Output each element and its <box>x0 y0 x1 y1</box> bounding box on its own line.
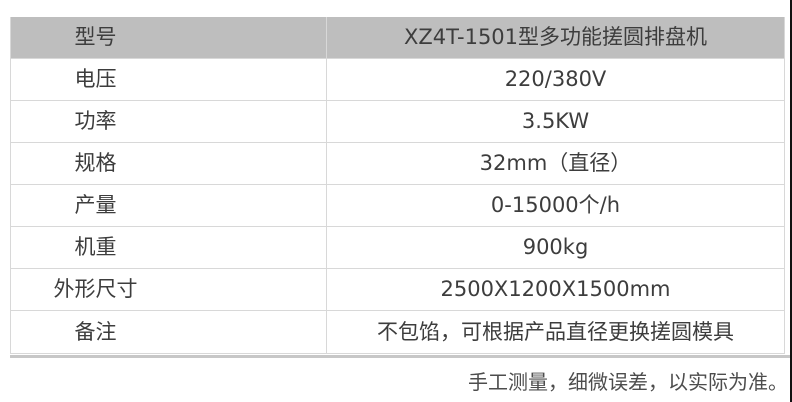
row-value-cell: 32mm（直径） <box>326 143 784 184</box>
table-row: 机重 900kg <box>11 227 784 269</box>
row-label-cell: 备注 <box>74 319 117 344</box>
row-value-cell: 0-15000个/h <box>326 185 784 226</box>
row-label-cell: 电压 <box>74 67 117 91</box>
table-bottom-shadow <box>10 355 792 358</box>
row-value-cell: 不包馅，可根据产品直径更换搓圆模具 <box>326 311 784 353</box>
row-value-cell: 3.5KW <box>326 101 784 142</box>
table-row: 功率 3.5KW <box>11 101 784 143</box>
row-label-cell: 产量 <box>74 193 117 217</box>
row-value-cell: 900kg <box>326 227 784 268</box>
table-row: 电压 220/380V <box>11 59 784 101</box>
row-label-cell: 规格 <box>74 151 117 175</box>
header-label-model: 型号 <box>74 25 117 49</box>
table-row: 外形尺寸 2500X1200X1500mm <box>11 269 784 311</box>
table-row: 产量 0-15000个/h <box>11 185 784 227</box>
row-value-cell: 220/380V <box>326 59 784 100</box>
header-value-model-name: XZ4T-1501型多功能搓圆排盘机 <box>326 17 784 58</box>
row-label-cell: 功率 <box>74 109 117 133</box>
table-row: 规格 32mm（直径） <box>11 143 784 185</box>
spec-table: 型号 XZ4T-1501型多功能搓圆排盘机 电压 220/380V 功率 3.5… <box>10 17 785 354</box>
row-label-cell: 外形尺寸 <box>53 277 138 301</box>
right-edge-strip <box>790 0 792 402</box>
table-row: 备注 不包馅，可根据产品直径更换搓圆模具 <box>11 311 784 353</box>
measurement-disclaimer: 手工测量，细微误差，以实际为准。 <box>468 370 788 394</box>
header-row: 型号 XZ4T-1501型多功能搓圆排盘机 <box>11 17 784 59</box>
row-label-cell: 机重 <box>74 235 117 259</box>
row-value-cell: 2500X1200X1500mm <box>326 269 784 310</box>
